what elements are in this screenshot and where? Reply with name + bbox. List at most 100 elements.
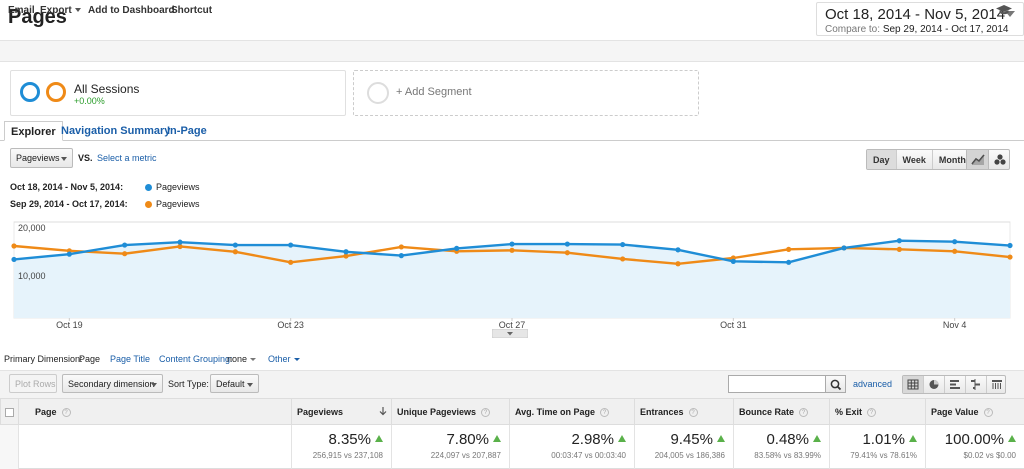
motion-chart-button[interactable]: [989, 150, 1009, 169]
data-point-current[interactable]: [564, 241, 570, 247]
segment-placeholder-ring-icon: [367, 82, 389, 104]
primary-dimension-page-title[interactable]: Page Title: [110, 354, 151, 364]
data-point-current[interactable]: [1007, 242, 1013, 249]
data-point-previous[interactable]: [11, 243, 17, 249]
data-point-current[interactable]: [509, 241, 515, 247]
pivot-view-button[interactable]: [987, 376, 1005, 393]
search-icon: [830, 379, 842, 391]
content-grouping-select[interactable]: none: [227, 354, 257, 364]
totals-change: 7.80%: [446, 431, 489, 448]
help-icon[interactable]: ?: [983, 408, 993, 418]
date-range-picker[interactable]: Oct 18, 2014 - Nov 5, 2014 Compare to: S…: [816, 2, 1024, 36]
percentage-view-button[interactable]: [924, 376, 945, 393]
table-search-input[interactable]: [728, 375, 826, 393]
column-header-page-value[interactable]: Page Value?: [925, 399, 1024, 426]
totals-cell-exit: 1.01% 79.41% vs 78.61%: [829, 425, 925, 469]
month-button[interactable]: Month: [938, 155, 966, 165]
data-table-view-button[interactable]: [903, 376, 924, 393]
shortcut-button[interactable]: Shortcut: [171, 5, 213, 16]
data-point-current[interactable]: [675, 247, 681, 253]
column-header-unique-pageviews[interactable]: Unique Pageviews?: [391, 399, 509, 426]
column-header-entrances[interactable]: Entrances?: [634, 399, 733, 426]
data-point-current[interactable]: [454, 245, 460, 251]
metric-select[interactable]: Pageviews: [10, 148, 73, 168]
column-header-bounce-rate[interactable]: Bounce Rate?: [733, 399, 829, 426]
totals-comparison: 00:03:47 vs 00:03:40: [551, 451, 626, 460]
tab-navigation-summary[interactable]: Navigation Summary: [61, 125, 171, 137]
line-chart-button[interactable]: [967, 150, 989, 169]
add-segment-button[interactable]: + Add Segment: [353, 70, 699, 116]
plot-rows-button[interactable]: Plot Rows: [9, 374, 57, 393]
data-point-previous[interactable]: [177, 243, 183, 250]
data-point-current[interactable]: [896, 238, 902, 244]
search-button[interactable]: [826, 375, 846, 393]
data-point-current[interactable]: [232, 242, 238, 248]
help-icon[interactable]: ?: [688, 408, 698, 418]
primary-dimension-page[interactable]: Page: [79, 354, 101, 364]
data-point-previous[interactable]: [564, 250, 570, 256]
performance-view-button[interactable]: [945, 376, 966, 393]
totals-change: 9.45%: [670, 431, 713, 448]
help-icon[interactable]: ?: [61, 408, 71, 418]
data-point-previous[interactable]: [288, 259, 294, 265]
help-icon[interactable]: ?: [600, 408, 610, 418]
email-button[interactable]: Email: [8, 5, 35, 16]
data-point-current[interactable]: [620, 241, 626, 248]
granularity-toggle: Day Week Month: [866, 149, 973, 170]
tab-explorer[interactable]: Explorer: [4, 121, 63, 141]
column-header-page[interactable]: Page?: [18, 399, 291, 426]
totals-cell-page-value: 100.00% $0.02 vs $0.00: [925, 425, 1024, 469]
help-icon[interactable]: ?: [867, 408, 877, 418]
data-point-current[interactable]: [786, 259, 792, 265]
content-grouping-label[interactable]: Content Grouping:: [159, 354, 233, 364]
column-header-avg-time-on-page[interactable]: Avg. Time on Page?: [509, 399, 634, 426]
data-point-previous[interactable]: [398, 244, 404, 250]
select-metric-link[interactable]: Select a metric: [97, 153, 157, 163]
tab-in-page[interactable]: In-Page: [167, 125, 207, 137]
data-point-current[interactable]: [288, 242, 294, 248]
help-icon[interactable]: ?: [481, 408, 491, 418]
data-point-previous[interactable]: [896, 246, 902, 252]
sort-type-select[interactable]: Default: [210, 374, 259, 393]
secondary-dimension-select[interactable]: Secondary dimension: [62, 374, 163, 393]
legend-name-current: Pageviews: [156, 182, 200, 192]
data-point-current[interactable]: [398, 253, 404, 259]
segment-all-sessions[interactable]: All Sessions +0.00%: [10, 70, 346, 116]
y-tick-label: 20,000: [18, 223, 46, 233]
data-point-current[interactable]: [730, 258, 736, 264]
week-button[interactable]: Week: [897, 150, 933, 169]
column-header-exit[interactable]: % Exit?: [829, 399, 925, 426]
data-point-previous[interactable]: [1007, 254, 1013, 260]
add-segment-label: + Add Segment: [396, 86, 472, 98]
other-dimension-select[interactable]: Other: [268, 354, 300, 364]
totals-cell-pageviews: 8.35% 256,915 vs 237,108: [291, 425, 391, 469]
data-point-current[interactable]: [841, 245, 847, 251]
data-point-current[interactable]: [66, 251, 72, 257]
data-point-previous[interactable]: [343, 253, 349, 259]
day-button[interactable]: Day: [867, 150, 897, 169]
data-point-previous[interactable]: [122, 251, 128, 257]
data-point-previous[interactable]: [952, 248, 958, 254]
sort-descending-icon: [379, 407, 387, 416]
data-point-previous[interactable]: [620, 256, 626, 262]
select-all-checkbox[interactable]: [5, 408, 14, 417]
data-point-current[interactable]: [343, 249, 349, 255]
help-icon[interactable]: ?: [799, 408, 809, 418]
chart-resize-handle[interactable]: [492, 329, 528, 338]
data-point-current[interactable]: [952, 239, 958, 245]
data-point-previous[interactable]: [786, 246, 792, 252]
add-to-dashboard-button[interactable]: Add to Dashboard: [88, 5, 175, 16]
comparison-view-button[interactable]: [966, 376, 987, 393]
data-point-previous[interactable]: [675, 261, 681, 267]
data-point-current[interactable]: [177, 239, 183, 245]
data-point-previous[interactable]: [509, 247, 515, 253]
data-point-previous[interactable]: [232, 249, 238, 255]
graduation-cap-icon[interactable]: [996, 4, 1012, 16]
export-button[interactable]: Export: [40, 5, 81, 16]
chevron-down-icon: [293, 358, 300, 362]
advanced-filter-link[interactable]: advanced: [853, 379, 893, 389]
data-point-current[interactable]: [122, 242, 128, 248]
comparison-icon: [971, 379, 980, 390]
data-point-current[interactable]: [11, 256, 17, 263]
column-header-pageviews[interactable]: Pageviews: [291, 399, 391, 426]
